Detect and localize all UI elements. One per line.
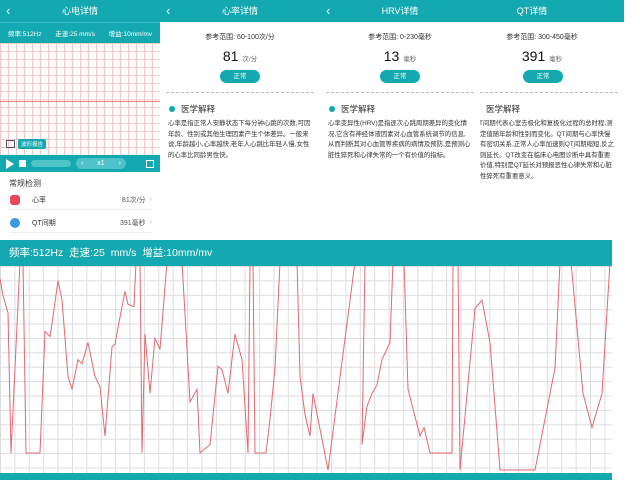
page-title: HRV详情 bbox=[381, 6, 419, 16]
reference-range: 参考范围: 0-230毫秒 bbox=[368, 34, 432, 41]
explain-title: 医学解释 bbox=[486, 104, 521, 114]
gain-label: 增益:10mm/mv bbox=[108, 31, 152, 38]
page-title: 心率详情 bbox=[221, 6, 258, 16]
item-label: QT间期 bbox=[32, 219, 56, 227]
report-icon[interactable] bbox=[6, 140, 15, 148]
ecg-baseline bbox=[0, 101, 160, 102]
section-title: 常规检测 bbox=[9, 179, 41, 188]
bullet-icon bbox=[169, 106, 175, 112]
reference-range: 参考范围: 60-100次/分 bbox=[205, 34, 275, 41]
ecg-grid: 波形报告 bbox=[0, 43, 160, 155]
bottom-bar bbox=[0, 473, 612, 480]
explain-text: QT间期代表心室去极化和复极化过程的总时程,测定值随年龄和性别而变化。QT间期与… bbox=[480, 120, 614, 180]
bullet-icon bbox=[329, 106, 335, 112]
explain-title: 医学解释 bbox=[181, 104, 216, 114]
hrv-detail-panel: ‹ HRV详情 参考范围: 0-230毫秒 13 毫秒 正常 医学解释 心率变异性… bbox=[320, 0, 480, 238]
play-icon[interactable] bbox=[6, 158, 14, 169]
status-badge: 正常 bbox=[380, 70, 420, 83]
explain-text: 心率是指正常人安静状态下每分钟心跳的次数,可因年龄、性别或其他生理因素产生个体差… bbox=[168, 120, 311, 159]
qt-detail-panel: QT详情 参考范围: 300-450毫秒 391 毫秒 正常 医学解释 QT间期… bbox=[480, 0, 624, 238]
divider bbox=[480, 92, 618, 93]
stop-icon[interactable] bbox=[19, 160, 26, 167]
clock-icon bbox=[10, 217, 20, 228]
divider bbox=[166, 92, 314, 93]
back-icon[interactable]: ‹ bbox=[6, 3, 11, 18]
fullscreen-ecg-header: 频率:512Hz 走速:25 mm/s 增益:10mm/mv bbox=[0, 240, 612, 266]
back-icon[interactable]: ‹ bbox=[166, 3, 171, 18]
reference-range: 参考范围: 300-450毫秒 bbox=[506, 34, 578, 41]
divider bbox=[326, 92, 474, 93]
item-label: 心率 bbox=[32, 196, 46, 204]
status-badge: 正常 bbox=[220, 70, 260, 83]
chevron-right-icon[interactable]: › bbox=[118, 160, 121, 167]
list-item-heart-rate[interactable]: 心率 81次/分 › bbox=[10, 190, 152, 210]
heart-icon bbox=[10, 194, 20, 205]
unit: 毫秒 bbox=[549, 56, 563, 63]
speed-selector[interactable]: ‹ x1 › bbox=[76, 158, 126, 169]
page-title: QT详情 bbox=[516, 6, 548, 16]
chevron-right-icon: › bbox=[149, 219, 152, 226]
ecg-params: 频率:512Hz 走速:25 mm/s 增益:10mm/mv bbox=[0, 22, 160, 43]
explain-title: 医学解释 bbox=[341, 104, 376, 114]
speed-label: 走速:25 mm/s bbox=[55, 31, 95, 38]
ecg-trace-svg bbox=[0, 261, 611, 471]
progress-slider[interactable] bbox=[31, 160, 71, 167]
value: 391 bbox=[521, 48, 546, 64]
item-value: 391毫秒 bbox=[119, 219, 146, 227]
item-value: 81次/分 bbox=[121, 196, 146, 204]
freq-label: 频率:512Hz bbox=[8, 31, 42, 38]
playback-controls: ‹ x1 › bbox=[0, 155, 160, 172]
back-icon[interactable]: ‹ bbox=[326, 3, 331, 18]
header: ‹ 心电详情 bbox=[0, 0, 160, 22]
unit: 次/分 bbox=[242, 56, 258, 63]
chevron-left-icon[interactable]: ‹ bbox=[81, 160, 84, 167]
value: 13 bbox=[383, 48, 400, 64]
heart-rate-detail-panel: ‹ 心率详情 参考范围: 60-100次/分 81 次/分 正常 医学解释 心率是… bbox=[160, 0, 320, 238]
ecg-detail-panel: ‹ 心电详情 频率:512Hz 走速:25 mm/s 增益:10mm/mv 波形报… bbox=[0, 0, 160, 238]
page-title: 心电详情 bbox=[61, 6, 98, 16]
fullscreen-icon[interactable] bbox=[146, 159, 154, 168]
value: 81 bbox=[222, 48, 239, 64]
report-button[interactable]: 波形报告 bbox=[18, 139, 47, 149]
status-badge: 正常 bbox=[523, 70, 563, 83]
unit: 毫秒 bbox=[403, 56, 417, 63]
explain-text: 心率变异性(HRV)是指逐次心跳周期差异的变化情况,它含有神经体液因素对心血管系… bbox=[328, 120, 471, 159]
fullscreen-ecg-chart bbox=[0, 261, 612, 473]
ecg-trace bbox=[0, 261, 611, 471]
chevron-right-icon: › bbox=[149, 196, 152, 203]
list-item-qt[interactable]: QT间期 391毫秒 › bbox=[10, 213, 152, 233]
speed-value: x1 bbox=[97, 160, 105, 167]
